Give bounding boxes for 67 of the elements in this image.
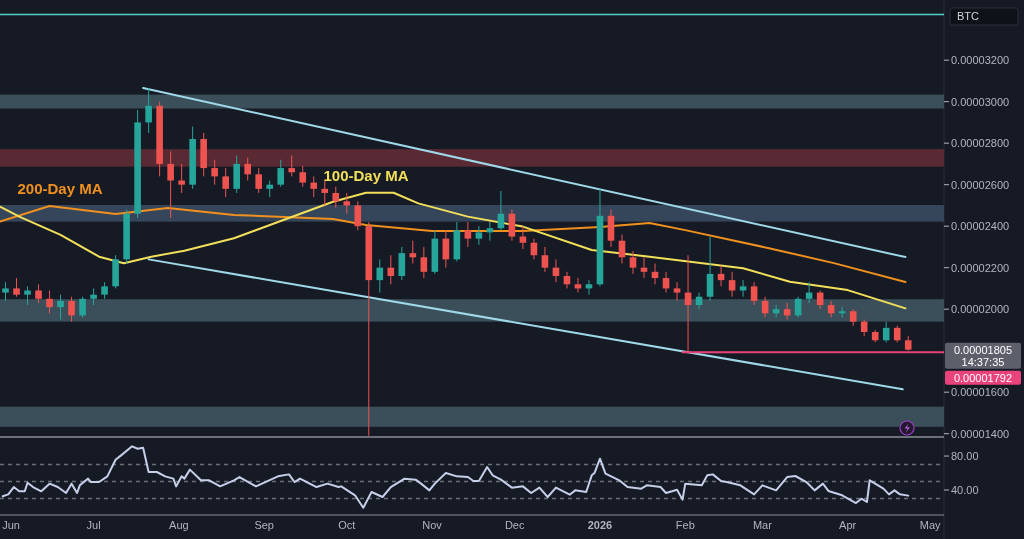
- candlestick: [475, 225, 483, 246]
- y-tick-label: 80.00: [951, 450, 979, 463]
- candlestick: [35, 283, 42, 304]
- candlestick: [750, 281, 758, 306]
- y-tick-label: 0.00002000: [951, 303, 1010, 316]
- text: 14:37:35: [961, 355, 1005, 368]
- x-tick-label: Jun: [2, 519, 20, 531]
- candlestick: [728, 271, 736, 298]
- candlestick: [420, 246, 428, 279]
- x-tick-label: Dec: [504, 519, 525, 531]
- y-tick-label: 40.00: [951, 484, 979, 497]
- text: BTC: [957, 10, 980, 22]
- x-tick-label: Jul: [86, 519, 101, 531]
- candlestick: [222, 167, 229, 198]
- candlestick: [13, 277, 20, 298]
- candlestick: [299, 165, 307, 188]
- series-label: 200-Day MA: [17, 180, 103, 198]
- candlestick: [332, 186, 340, 208]
- x-tick-label: Aug: [169, 519, 189, 531]
- candlestick: [376, 258, 384, 294]
- x-tick-label: Feb: [675, 519, 695, 531]
- candlestick: [244, 157, 251, 182]
- x-tick-label: 2026: [587, 519, 613, 531]
- text: 0.00001792: [953, 371, 1013, 384]
- y-tick-label: 0.00002200: [951, 261, 1010, 274]
- candlestick: [288, 155, 296, 177]
- candlestick: [464, 221, 472, 248]
- candlestick: [145, 87, 152, 134]
- candlestick: [68, 296, 75, 323]
- candlestick: [629, 250, 637, 275]
- candlestick: [706, 236, 714, 302]
- candlestick: [310, 175, 318, 198]
- x-tick-label: Nov: [422, 519, 443, 531]
- line-series: [0, 205, 907, 283]
- candlestick: [211, 159, 218, 186]
- y-tick-label: 0.00003000: [951, 95, 1010, 108]
- y-tick-label: 0.00002600: [951, 178, 1010, 191]
- y-tick-label: 0.00002800: [951, 137, 1010, 150]
- candlestick: [277, 159, 285, 188]
- candlestick: [167, 150, 174, 219]
- line-series: [1, 445, 910, 509]
- candlestick: [541, 246, 549, 273]
- y-tick-label: 0.00003200: [951, 54, 1010, 67]
- candlestick: [46, 290, 53, 314]
- x-tick-label: Oct: [338, 519, 356, 531]
- candlestick: [255, 167, 263, 194]
- candlestick: [739, 279, 747, 298]
- candlestick: [343, 192, 351, 215]
- series-label: 100-Day MA: [323, 166, 409, 184]
- candlestick: [2, 281, 9, 302]
- candlestick: [882, 321, 890, 343]
- x-tick-label: Sep: [254, 519, 274, 531]
- candlestick: [398, 246, 406, 281]
- candlestick: [24, 285, 31, 306]
- x-tick-label: Mar: [752, 519, 773, 531]
- text: 0.00001805: [953, 343, 1013, 356]
- x-tick-label: May: [919, 519, 942, 531]
- candlestick: [354, 200, 362, 231]
- candlestick: [57, 294, 64, 321]
- y-tick-label: 0.00002400: [951, 220, 1010, 233]
- y-tick-label: 0.00001400: [951, 427, 1010, 440]
- x-tick-label: Apr: [839, 519, 857, 531]
- candlestick: [508, 209, 516, 242]
- y-tick-label: 0.00001600: [951, 386, 1010, 399]
- candlestick: [673, 281, 681, 302]
- candlestick: [178, 163, 185, 194]
- candlestick: [79, 296, 86, 318]
